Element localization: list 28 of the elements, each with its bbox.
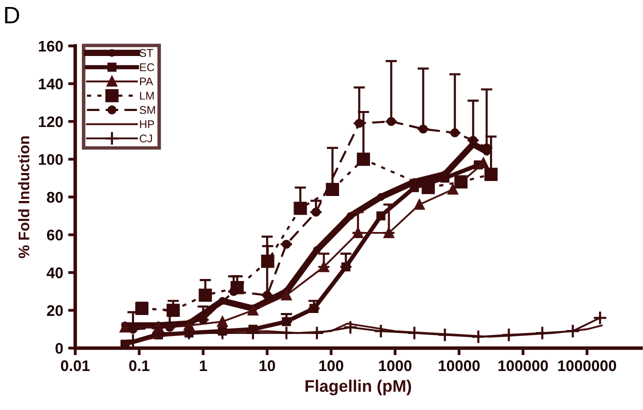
- y-tick-label: 160: [38, 40, 63, 52]
- y-axis-title: % Fold Induction: [18, 136, 30, 258]
- legend-label: CJ: [140, 134, 152, 142]
- y-tick-label: 140: [38, 78, 63, 90]
- legend-label: HP: [140, 120, 154, 128]
- x-tick-label: 100: [319, 360, 344, 372]
- x-tick-label: 0.01: [60, 360, 90, 372]
- y-tick-label: 20: [46, 305, 63, 316]
- legend-label: SM: [140, 106, 155, 114]
- legend-label: PA: [140, 78, 154, 86]
- x-tick-label: 1000: [379, 360, 412, 372]
- x-tick-label: 100000: [498, 360, 548, 372]
- y-tick-label: 60: [46, 230, 63, 240]
- x-tick-label: 1000000: [558, 360, 616, 372]
- legend-label: ST: [140, 49, 154, 57]
- y-tick-label: 100: [38, 154, 63, 165]
- chart-title: D: [5, 7, 20, 24]
- x-tick-label: 10: [260, 360, 276, 372]
- x-axis-title: Flagellin (pM): [306, 380, 412, 396]
- x-tick-label: 0.1: [129, 360, 150, 372]
- legend-label: EC: [140, 63, 154, 72]
- y-tick-label: 80: [46, 192, 63, 203]
- y-tick-label: 120: [38, 116, 63, 128]
- legend-label: LM: [140, 92, 154, 100]
- y-tick-label: 40: [46, 267, 63, 278]
- x-tick-label: 1: [200, 360, 207, 371]
- y-tick-label: 0: [56, 342, 63, 354]
- x-tick-label: 10000: [438, 360, 480, 372]
